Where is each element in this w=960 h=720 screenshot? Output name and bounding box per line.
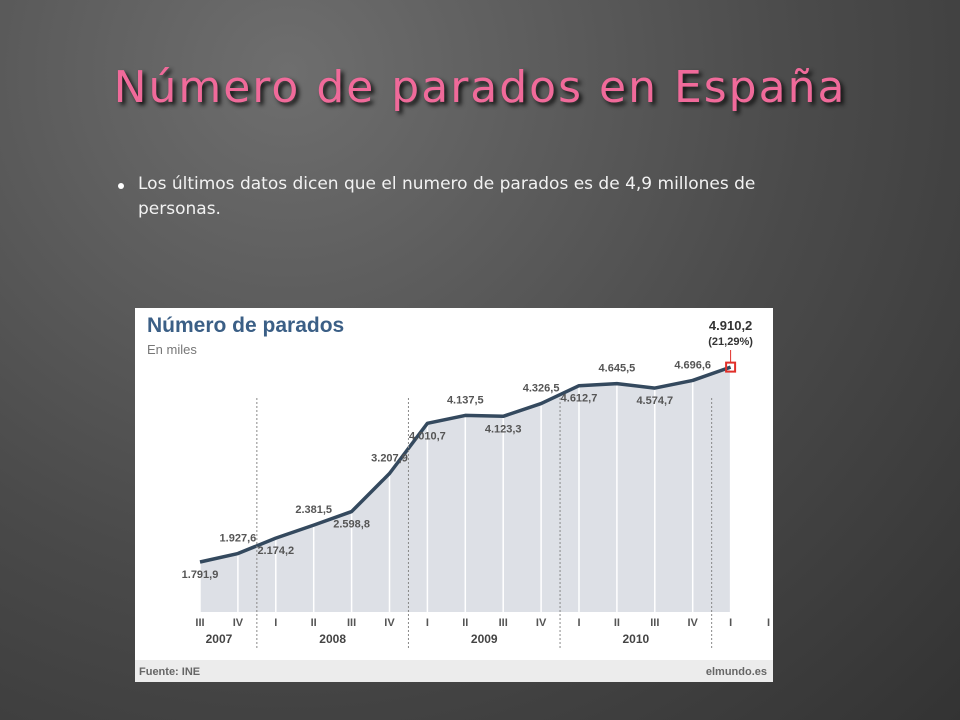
x-tick-label: IV — [233, 617, 244, 629]
value-label: 4.010,7 — [409, 430, 446, 442]
point-marker — [725, 361, 737, 373]
year-label: 2009 — [471, 632, 498, 646]
value-label: 2.381,5 — [295, 504, 332, 516]
value-label: 4.137,5 — [447, 394, 484, 406]
x-tick-label: III — [195, 617, 204, 629]
value-label: 1.791,9 — [182, 569, 219, 581]
value-label: 4.123,3 — [485, 423, 522, 435]
value-label: 4.910,2 — [709, 318, 752, 333]
year-label: 2010 — [622, 632, 649, 646]
footer-bg — [135, 660, 773, 682]
x-tick-label: I — [767, 617, 770, 629]
x-tick-label: II — [462, 617, 468, 629]
source: Fuente: INE — [139, 666, 200, 678]
value-label: 3.207,9 — [371, 453, 408, 465]
year-label: 2007 — [206, 632, 233, 646]
bullet-dot — [118, 183, 124, 189]
x-tick-label: III — [347, 617, 356, 629]
data-line — [199, 365, 732, 564]
value-label: 4.696,6 — [674, 359, 711, 371]
x-tick-label: I — [577, 617, 580, 629]
x-tick-label: I — [729, 617, 732, 629]
x-tick-label: I — [274, 617, 277, 629]
value-label: 1.927,6 — [220, 533, 257, 545]
value-label: 2.598,8 — [333, 519, 370, 531]
x-tick-label: III — [650, 617, 659, 629]
chart-subtitle: En miles — [147, 342, 197, 357]
value-label: 4.645,5 — [599, 363, 636, 375]
slide-title: Número de parados en España — [113, 62, 847, 113]
chart-title: Número de parados — [147, 314, 344, 337]
annotation: (21,29%) — [708, 336, 753, 348]
year-label: 2008 — [319, 632, 346, 646]
x-tick-label: I — [426, 617, 429, 629]
credit: elmundo.es — [706, 666, 767, 678]
x-tick-label: II — [311, 617, 317, 629]
bullet-text: Los últimos datos dicen que el numero de… — [138, 174, 756, 219]
value-label: 4.574,7 — [636, 395, 673, 407]
value-label: 4.326,5 — [523, 383, 560, 395]
value-label: 4.612,7 — [561, 393, 598, 405]
x-tick-label: IV — [536, 617, 547, 629]
x-tick-label: III — [499, 617, 508, 629]
x-tick-label: IV — [687, 617, 698, 629]
value-label: 2.174,2 — [257, 545, 294, 557]
chart: Número de parados En miles Fuente: INE e… — [135, 308, 773, 682]
x-tick-label: IV — [384, 617, 395, 629]
x-tick-label: II — [614, 617, 620, 629]
